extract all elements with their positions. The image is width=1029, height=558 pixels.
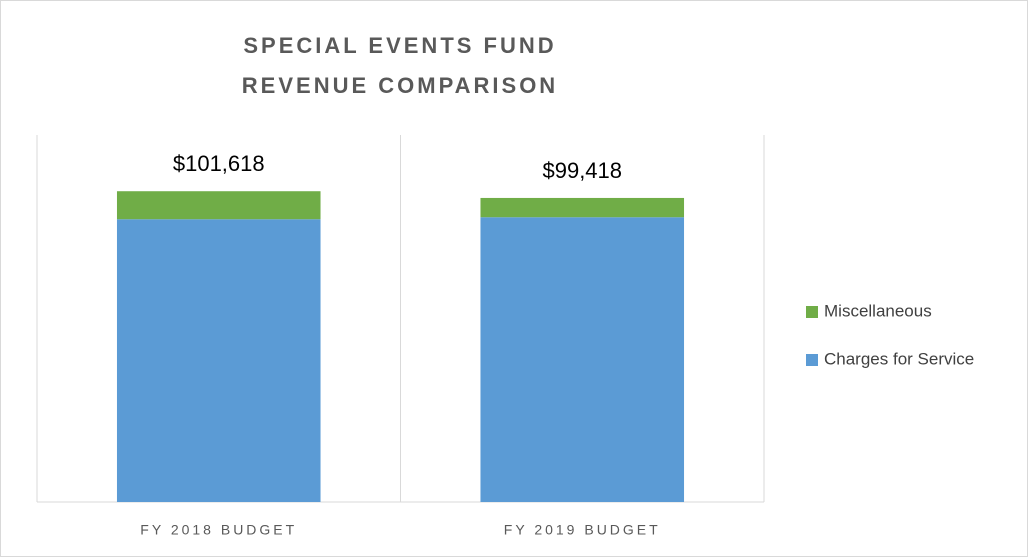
- legend-swatch: [806, 306, 818, 318]
- legend-label: Miscellaneous: [824, 301, 932, 320]
- total-label: $101,618: [173, 151, 265, 176]
- bar-segment: [116, 219, 321, 502]
- x-tick-label: FY 2019 BUDGET: [504, 522, 661, 538]
- bar-segment: [480, 217, 685, 502]
- total-label: $99,418: [542, 158, 622, 183]
- legend-label: Charges for Service: [824, 349, 974, 368]
- x-tick-label: FY 2018 BUDGET: [140, 522, 297, 538]
- chart-title: SPECIAL EVENTS FUND: [243, 33, 556, 58]
- legend-swatch: [806, 354, 818, 366]
- chart-title: REVENUE COMPARISON: [242, 73, 558, 98]
- bar-segment: [116, 191, 321, 220]
- bar-segment: [480, 197, 685, 218]
